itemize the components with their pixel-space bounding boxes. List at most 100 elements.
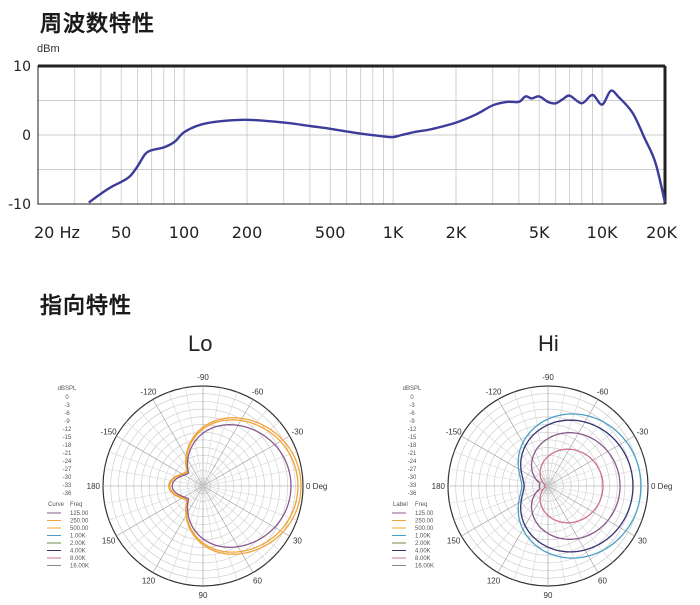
polar-scale-label: 0	[410, 395, 414, 401]
hi-polar-title: Hi	[538, 331, 559, 356]
directivity-title: 指向特性	[40, 294, 133, 319]
polar-grid-spoke	[547, 485, 635, 537]
polar-grid-spoke	[108, 451, 204, 487]
x-tick-label: 200	[232, 223, 263, 242]
polar-curve	[169, 419, 299, 553]
polar-grid-spoke	[513, 391, 549, 487]
polar-legend-item: 500.00	[415, 526, 434, 532]
polar-curve	[539, 448, 604, 524]
polar-grid-spoke	[116, 435, 204, 487]
polar-grid-spoke	[202, 485, 298, 521]
polar-scale-label: -6	[64, 411, 70, 417]
polar-scale-label: -21	[408, 451, 417, 457]
polar-grid-spoke	[547, 409, 613, 487]
polar-curve	[168, 417, 302, 555]
polar-grid-spoke	[202, 399, 254, 487]
y-tick-label: 0	[22, 128, 31, 144]
polar-legend-item: 16.00K	[415, 564, 434, 570]
x-tick-label: 50	[111, 223, 131, 242]
polar-grid-spoke	[530, 485, 549, 585]
x-tick-label: 500	[315, 223, 346, 242]
polar-angle-label: 90	[544, 591, 553, 600]
x-tick-label: 5K	[529, 223, 550, 242]
polar-scale-label: -30	[408, 475, 417, 481]
polar-angle-label: 120	[487, 576, 501, 585]
lo-polar-chart: 0 Deg306090120150180-150-120-90-60-30dBS…	[47, 373, 327, 600]
x-tick-label: 20K	[646, 223, 677, 242]
polar-legend-item: 2.00K	[415, 541, 431, 547]
polar-grid-spoke	[471, 485, 549, 551]
y-tick-label: -10	[8, 197, 31, 213]
polar-curve	[530, 432, 621, 540]
polar-legend-item: 2.00K	[70, 541, 86, 547]
polar-grid-spoke	[104, 485, 204, 504]
polar-angle-label: -90	[542, 373, 554, 382]
polar-scale-label: 0	[65, 395, 69, 401]
polar-grid-spoke	[202, 485, 254, 573]
x-tick-label: 2K	[446, 223, 467, 242]
polar-scale-label: -12	[63, 427, 72, 433]
polar-angle-label: -150	[101, 428, 118, 437]
polar-grid-spoke	[126, 485, 204, 551]
polar-angle-label: -90	[197, 373, 209, 382]
polar-angle-label: 0 Deg	[306, 482, 327, 491]
polar-legend-header: Freq	[70, 502, 82, 508]
polar-grid-spoke	[202, 485, 221, 585]
polar-angle-label: 0 Deg	[651, 482, 672, 491]
polar-grid-spoke	[483, 409, 549, 487]
polar-legend-item: 250.00	[415, 519, 434, 525]
polar-scale-label: -12	[408, 427, 417, 433]
polar-angle-label: -60	[597, 388, 609, 397]
polar-grid-spoke	[168, 391, 204, 487]
polar-scale-label: -21	[63, 451, 72, 457]
polar-grid-spoke	[126, 421, 204, 487]
polar-grid-spoke	[202, 485, 238, 581]
polar-legend-item: 500.00	[70, 526, 89, 532]
polar-grid-spoke	[547, 435, 635, 487]
polar-angle-label: -120	[140, 388, 157, 397]
x-tick-label: 1K	[383, 223, 404, 242]
polar-grid-spoke	[547, 485, 625, 551]
polar-scale-label: -24	[408, 459, 417, 465]
polar-grid-spoke	[202, 451, 298, 487]
polar-scale-label: -18	[408, 443, 417, 449]
polar-scale-label: -33	[408, 483, 417, 489]
polar-angle-label: 60	[598, 576, 607, 585]
polar-legend-item: 1.00K	[70, 534, 86, 540]
polar-legend-item: 4.00K	[415, 549, 431, 555]
polar-grid-spoke	[547, 485, 583, 581]
polar-grid-spoke	[547, 387, 566, 487]
polar-scale-label: -18	[63, 443, 72, 449]
polar-grid-spoke	[449, 485, 549, 504]
polar-curve	[520, 419, 634, 553]
polar-scale-label: -3	[409, 403, 415, 409]
polar-grid-spoke	[547, 485, 599, 573]
polar-grid-spoke	[513, 485, 549, 581]
polar-curve	[517, 413, 642, 559]
polar-grid-spoke	[202, 485, 302, 504]
polar-grid-spoke	[202, 387, 221, 487]
polar-legend-item: 8.00K	[70, 556, 86, 562]
polar-legend-header: Freq	[415, 502, 427, 508]
polar-scale-label: -9	[64, 419, 70, 425]
polar-grid-spoke	[547, 421, 625, 487]
frequency-response-curve	[88, 89, 667, 204]
polar-grid-spoke	[453, 451, 549, 487]
polar-grid-spoke	[138, 409, 204, 487]
polar-scale-label: -24	[63, 459, 72, 465]
polar-grid-spoke	[471, 421, 549, 487]
polar-grid-spoke	[547, 485, 566, 585]
polar-legend-item: 8.00K	[415, 556, 431, 562]
polar-grid-spoke	[202, 468, 302, 487]
polar-angle-label: 30	[293, 537, 302, 546]
polar-legend-item: 125.00	[70, 511, 89, 517]
polar-grid-spoke	[152, 485, 204, 573]
lo-polar-title: Lo	[188, 331, 213, 356]
polar-grid-spoke	[104, 468, 204, 487]
polar-unit-label: dBSPL	[403, 386, 422, 392]
polar-grid-spoke	[116, 485, 204, 537]
polar-angle-label: -60	[252, 388, 264, 397]
polar-legend-item: 4.00K	[70, 549, 86, 555]
polar-scale-label: -15	[408, 435, 417, 441]
